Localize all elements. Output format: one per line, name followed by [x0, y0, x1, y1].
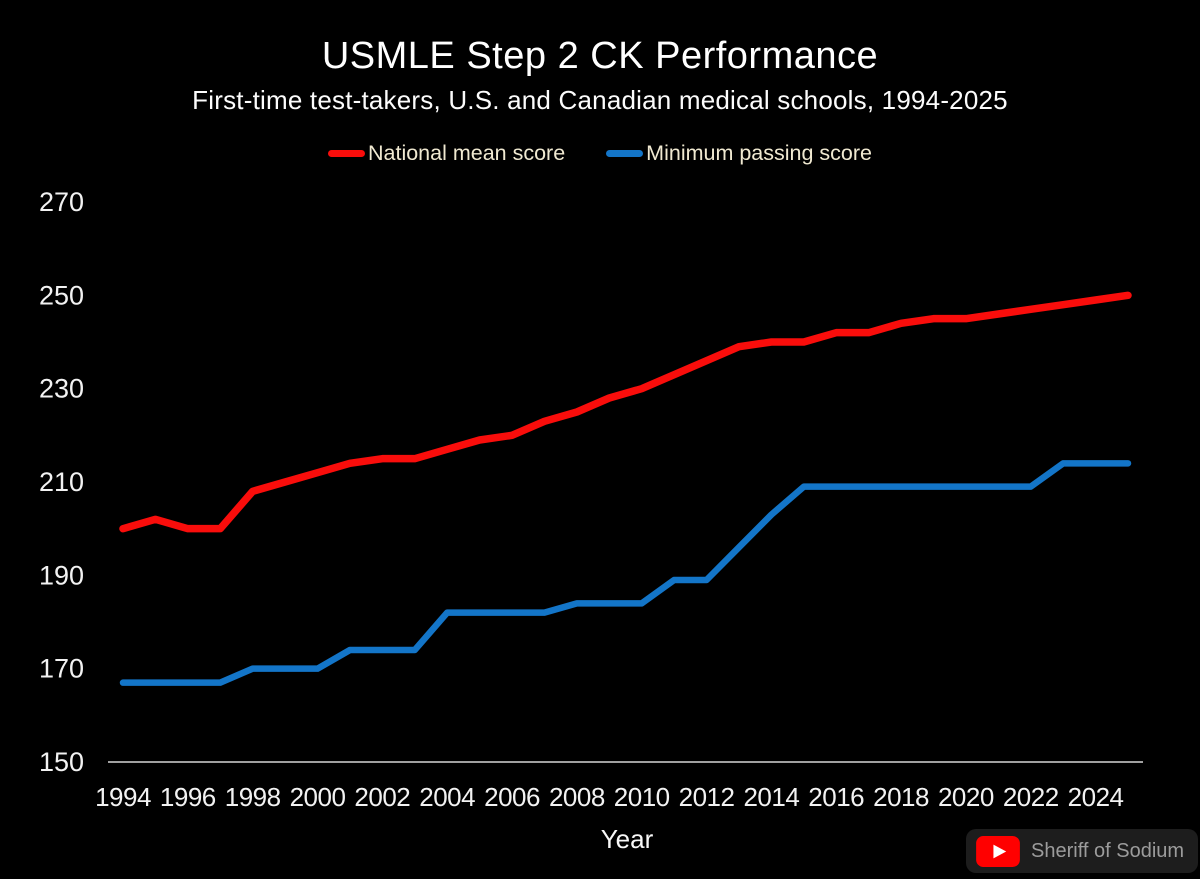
x-tick-label: 2018	[873, 782, 929, 812]
x-tick-label: 2014	[743, 782, 799, 812]
legend-label-national-mean: National mean score	[367, 141, 566, 165]
x-tick-label: 2002	[354, 782, 410, 812]
x-tick-label: 1998	[225, 782, 281, 812]
y-tick-label: 210	[39, 467, 84, 497]
chart-subtitle: First-time test-takers, U.S. and Canadia…	[192, 85, 1008, 115]
x-tick-label: 2020	[938, 782, 994, 812]
legend-label-minimum-passing: Minimum passing score	[646, 141, 872, 165]
y-tick-label: 150	[39, 747, 84, 777]
x-axis-title: Year	[600, 824, 654, 854]
x-tick-label: 2022	[1003, 782, 1059, 812]
y-tick-label: 170	[39, 654, 84, 684]
legend-swatch-national-mean	[327, 149, 365, 157]
legend-item-national-mean: National mean score	[327, 140, 566, 166]
x-tick-label: 2010	[614, 782, 670, 812]
x-tick-label: 2016	[808, 782, 864, 812]
x-tick-label: 2008	[549, 782, 605, 812]
chart-title: USMLE Step 2 CK Performance	[321, 35, 879, 77]
legend-item-minimum-passing: Minimum passing score	[606, 140, 872, 166]
y-tick-label: 230	[39, 374, 84, 404]
x-tick-label: 1996	[160, 782, 216, 812]
x-tick-label: 2006	[484, 782, 540, 812]
y-tick-label: 270	[39, 187, 84, 217]
national-mean-score-line	[119, 291, 1132, 533]
minimum-passing-score-line	[119, 460, 1132, 686]
watermark-badge: Sheriff of Sodium	[966, 829, 1198, 873]
x-tick-label: 2012	[679, 782, 735, 812]
x-tick-label: 2000	[290, 782, 346, 812]
legend: National mean score Minimum passing scor…	[0, 140, 1200, 166]
youtube-icon	[976, 835, 1020, 867]
x-tick-label: 2004	[419, 782, 475, 812]
x-tick-label: 1994	[95, 782, 151, 812]
watermark-text: Sheriff of Sodium	[1031, 839, 1185, 862]
y-tick-label: 190	[39, 560, 84, 590]
legend-swatch-minimum-passing	[606, 149, 644, 157]
x-tick-label: 2024	[1068, 782, 1124, 812]
y-tick-label: 250	[39, 280, 84, 310]
